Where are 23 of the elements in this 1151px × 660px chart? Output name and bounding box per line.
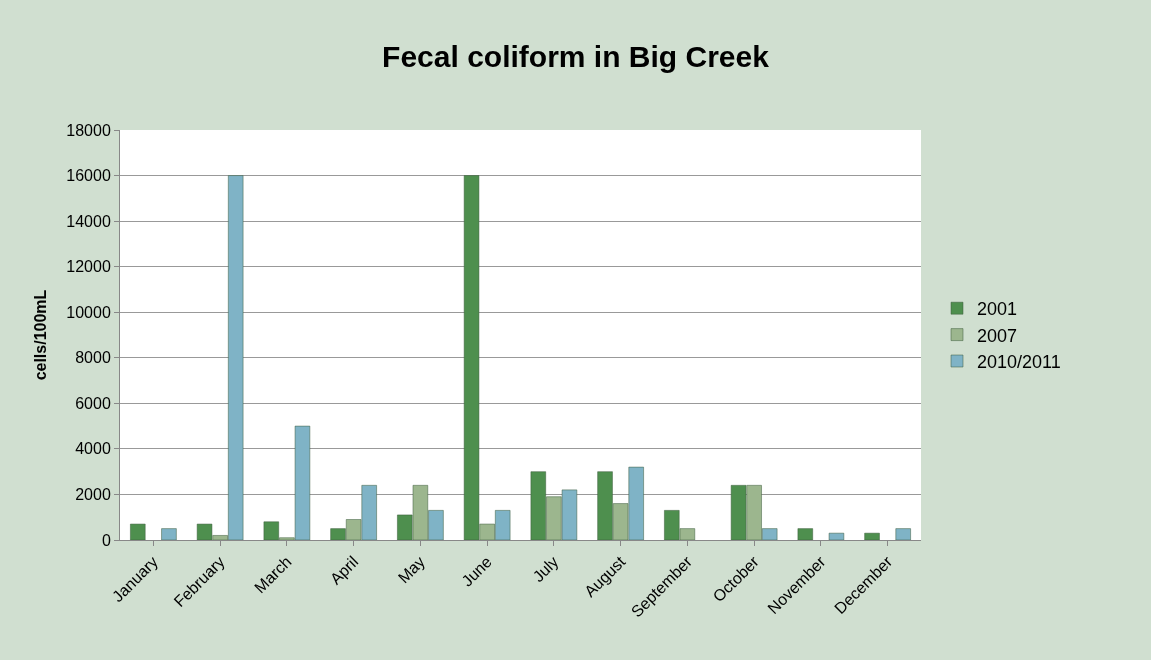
legend-label: 2010/2011 — [977, 352, 1061, 373]
y-tick-label: 16000 — [66, 167, 111, 185]
bar — [161, 528, 177, 540]
bar — [130, 523, 146, 540]
x-tick-label: July — [529, 552, 562, 586]
y-axis-title: cells/100mL — [32, 289, 50, 381]
chart-title: Fecal coliform in Big Creek — [382, 40, 770, 74]
y-tick-label: 6000 — [75, 394, 111, 412]
bar — [828, 532, 845, 540]
legend-label: 2001 — [977, 299, 1018, 320]
y-tick-label: 2000 — [75, 486, 111, 504]
y-tick-label: 14000 — [66, 212, 111, 230]
y-tick-label: 8000 — [75, 349, 111, 367]
y-tick-label: 12000 — [66, 258, 111, 276]
bar — [864, 532, 880, 540]
y-tick-label: 4000 — [75, 440, 111, 458]
bar — [895, 528, 911, 540]
x-tick-label: May — [394, 552, 429, 587]
y-tick-label: 18000 — [66, 121, 111, 139]
y-tick-label: 10000 — [66, 303, 111, 321]
legend-label: 2007 — [977, 325, 1018, 346]
bar — [797, 528, 813, 540]
y-tick-label: 0 — [101, 531, 111, 549]
